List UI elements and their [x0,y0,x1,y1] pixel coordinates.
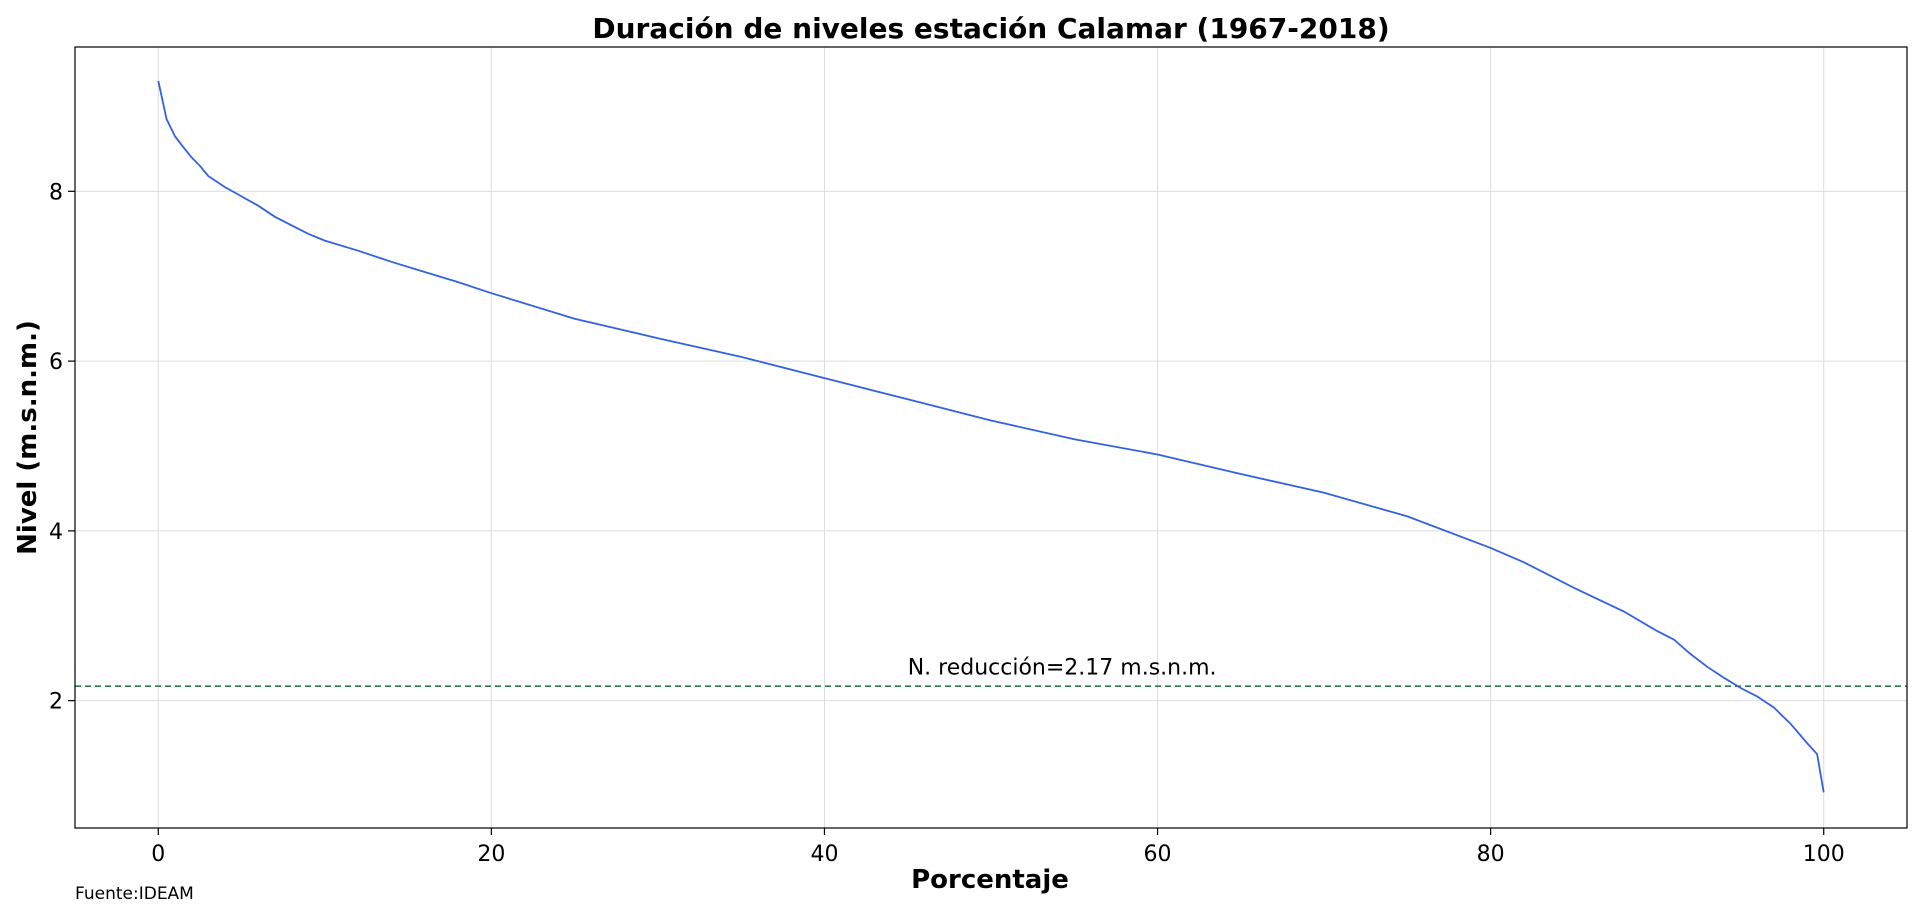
chart-title: Duración de niveles estación Calamar (19… [592,12,1389,45]
x-tick-label: 100 [1803,842,1845,867]
x-tick-label: 60 [1144,842,1172,867]
duration-curve-line [157,80,1825,793]
x-tick-label: 20 [477,842,505,867]
x-tick-label: 40 [810,842,838,867]
y-axis-label: Nivel (m.s.n.m.) [13,320,43,555]
grid [75,47,1907,828]
y-tick-label: 2 [49,690,63,715]
axis-ticks: 0 20 40 60 80 100 2 4 6 8 [49,180,1845,867]
plot-frame [74,46,1908,829]
y-tick-label: 6 [49,350,63,375]
x-tick-label: 0 [151,842,165,867]
reference-annotation: N. reducción=2.17 m.s.n.m. [908,656,1217,681]
y-tick-label: 8 [49,180,63,205]
series-layer [157,80,1825,793]
y-tick-label: 4 [49,520,63,545]
x-tick-label: 80 [1477,842,1505,867]
x-axis-label: Porcentaje [911,865,1069,895]
source-note: Fuente:IDEAM [75,884,194,904]
